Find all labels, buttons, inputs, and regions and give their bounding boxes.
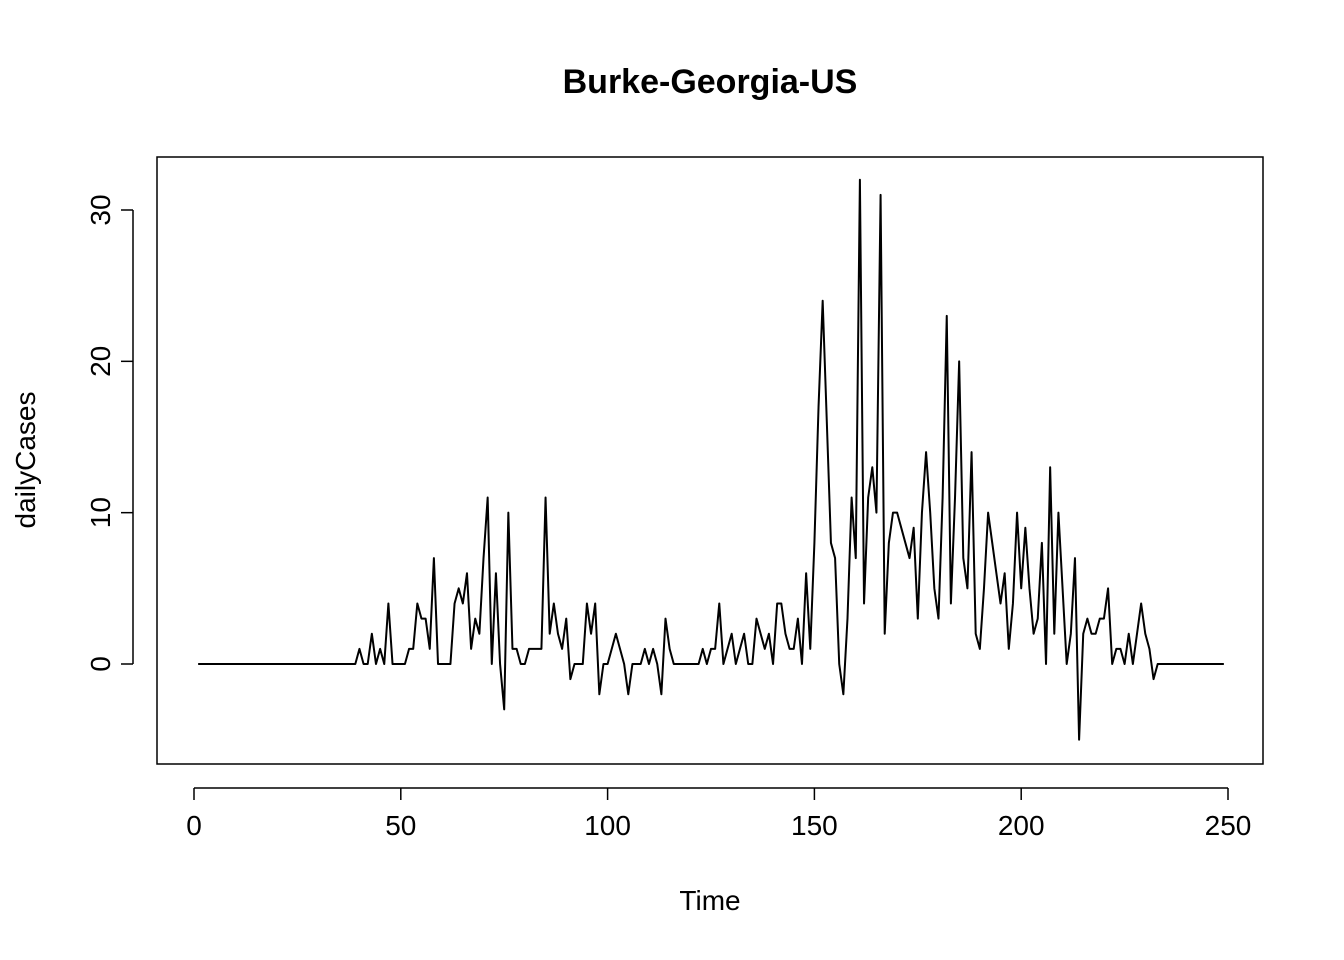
y-tick-label: 30: [85, 194, 116, 225]
x-tick-label: 250: [1205, 810, 1252, 841]
chart-title: Burke-Georgia-US: [563, 63, 858, 101]
x-tick-label: 100: [584, 810, 631, 841]
x-axis: 0 50 100 150 200 250: [186, 787, 1252, 841]
series-line: [198, 178, 1224, 741]
y-tick-label: 0: [85, 656, 116, 672]
plot-frame: [156, 156, 1264, 765]
y-axis-label: dailyCases: [10, 392, 41, 529]
x-tick-label: 150: [791, 810, 838, 841]
x-tick-label: 50: [385, 810, 416, 841]
x-tick-label: 200: [998, 810, 1045, 841]
y-tick-label: 10: [85, 497, 116, 528]
y-axis: 0 10 20 30: [85, 194, 134, 672]
x-tick-label: 0: [186, 810, 202, 841]
y-tick-label: 20: [85, 346, 116, 377]
x-axis-label: Time: [679, 885, 740, 916]
